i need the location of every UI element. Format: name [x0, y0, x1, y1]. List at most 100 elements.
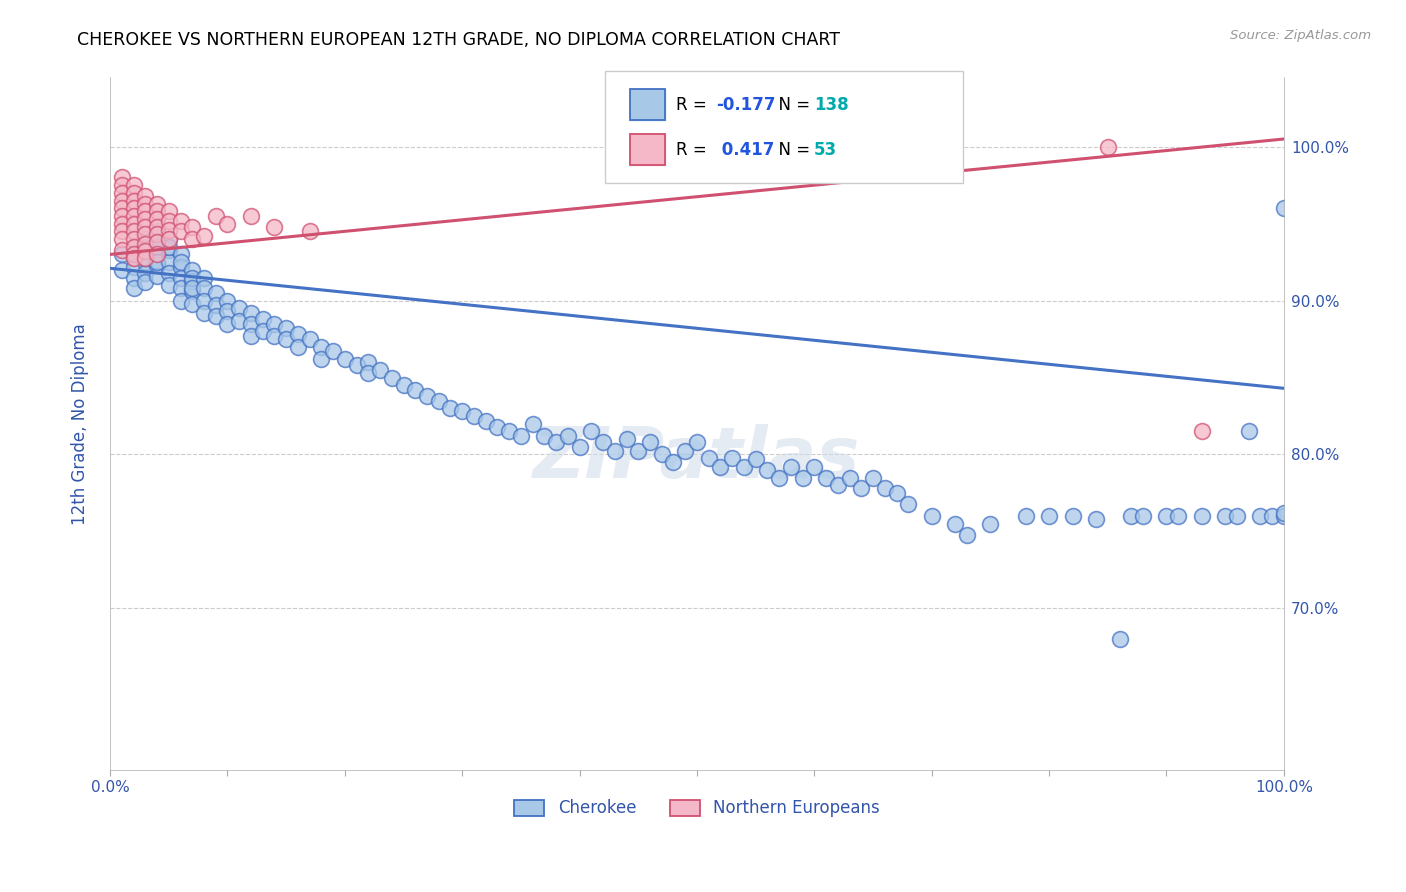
- Text: -0.177: -0.177: [716, 95, 775, 113]
- Point: [239, 209, 262, 223]
- Point: [134, 251, 156, 265]
- Point: [217, 293, 239, 308]
- Point: [181, 270, 204, 285]
- Text: ZIPatlas: ZIPatlas: [533, 424, 860, 493]
- Point: [1272, 201, 1295, 215]
- Point: [263, 329, 285, 343]
- Point: [662, 455, 685, 469]
- Point: [381, 370, 404, 384]
- Point: [111, 194, 134, 208]
- Point: [392, 378, 415, 392]
- Y-axis label: 12th Grade, No Diploma: 12th Grade, No Diploma: [72, 323, 89, 524]
- Point: [157, 240, 180, 254]
- Point: [263, 317, 285, 331]
- Point: [157, 255, 180, 269]
- Point: [204, 285, 226, 300]
- Legend: Cherokee, Northern Europeans: Cherokee, Northern Europeans: [508, 793, 886, 824]
- Point: [838, 470, 860, 484]
- Point: [169, 260, 191, 274]
- Point: [756, 463, 779, 477]
- Text: 0.417: 0.417: [716, 141, 775, 159]
- Point: [134, 266, 156, 280]
- Point: [263, 219, 285, 234]
- Point: [111, 243, 134, 257]
- Point: [827, 478, 849, 492]
- Point: [122, 247, 145, 261]
- Point: [157, 232, 180, 246]
- Point: [146, 240, 169, 254]
- Point: [181, 232, 204, 246]
- Point: [169, 213, 191, 227]
- Point: [792, 470, 814, 484]
- Point: [333, 352, 356, 367]
- Point: [322, 344, 344, 359]
- Point: [169, 255, 191, 269]
- Point: [1097, 139, 1119, 153]
- Point: [568, 440, 591, 454]
- Point: [463, 409, 485, 423]
- Point: [157, 213, 180, 227]
- Point: [311, 352, 333, 367]
- Point: [1213, 509, 1236, 524]
- Text: CHEROKEE VS NORTHERN EUROPEAN 12TH GRADE, NO DIPLOMA CORRELATION CHART: CHEROKEE VS NORTHERN EUROPEAN 12TH GRADE…: [77, 31, 841, 49]
- Point: [146, 219, 169, 234]
- Point: [111, 262, 134, 277]
- Point: [111, 209, 134, 223]
- Point: [486, 419, 509, 434]
- Point: [474, 414, 496, 428]
- Point: [404, 383, 426, 397]
- Point: [1121, 509, 1143, 524]
- Point: [193, 270, 215, 285]
- Point: [1272, 506, 1295, 520]
- Point: [943, 516, 966, 531]
- Point: [146, 227, 169, 242]
- Point: [1167, 509, 1189, 524]
- Point: [169, 293, 191, 308]
- Point: [1261, 509, 1284, 524]
- Point: [873, 481, 896, 495]
- Point: [111, 186, 134, 200]
- Point: [157, 278, 180, 293]
- Point: [134, 196, 156, 211]
- Point: [122, 178, 145, 193]
- Point: [111, 217, 134, 231]
- Point: [181, 296, 204, 310]
- Point: [146, 258, 169, 272]
- Point: [122, 194, 145, 208]
- Point: [111, 224, 134, 238]
- Point: [157, 266, 180, 280]
- Point: [368, 363, 391, 377]
- Point: [134, 244, 156, 259]
- Point: [252, 324, 274, 338]
- Point: [217, 317, 239, 331]
- Point: [298, 332, 321, 346]
- Point: [181, 285, 204, 299]
- Point: [897, 497, 920, 511]
- Point: [134, 232, 156, 246]
- Point: [193, 306, 215, 320]
- Point: [134, 275, 156, 289]
- Point: [1191, 509, 1213, 524]
- Point: [239, 329, 262, 343]
- Point: [451, 404, 474, 418]
- Point: [498, 425, 520, 439]
- Point: [122, 251, 145, 265]
- Point: [122, 281, 145, 295]
- Point: [357, 355, 380, 369]
- Point: [146, 196, 169, 211]
- Text: N =: N =: [768, 141, 815, 159]
- Point: [1249, 509, 1271, 524]
- Point: [204, 209, 226, 223]
- Point: [815, 470, 838, 484]
- Point: [134, 227, 156, 242]
- Point: [979, 516, 1001, 531]
- Point: [276, 321, 298, 335]
- Point: [134, 236, 156, 251]
- Point: [146, 247, 169, 261]
- Point: [111, 232, 134, 246]
- Point: [768, 470, 790, 484]
- Point: [111, 170, 134, 185]
- Point: [721, 450, 744, 465]
- Point: [146, 204, 169, 219]
- Point: [709, 459, 731, 474]
